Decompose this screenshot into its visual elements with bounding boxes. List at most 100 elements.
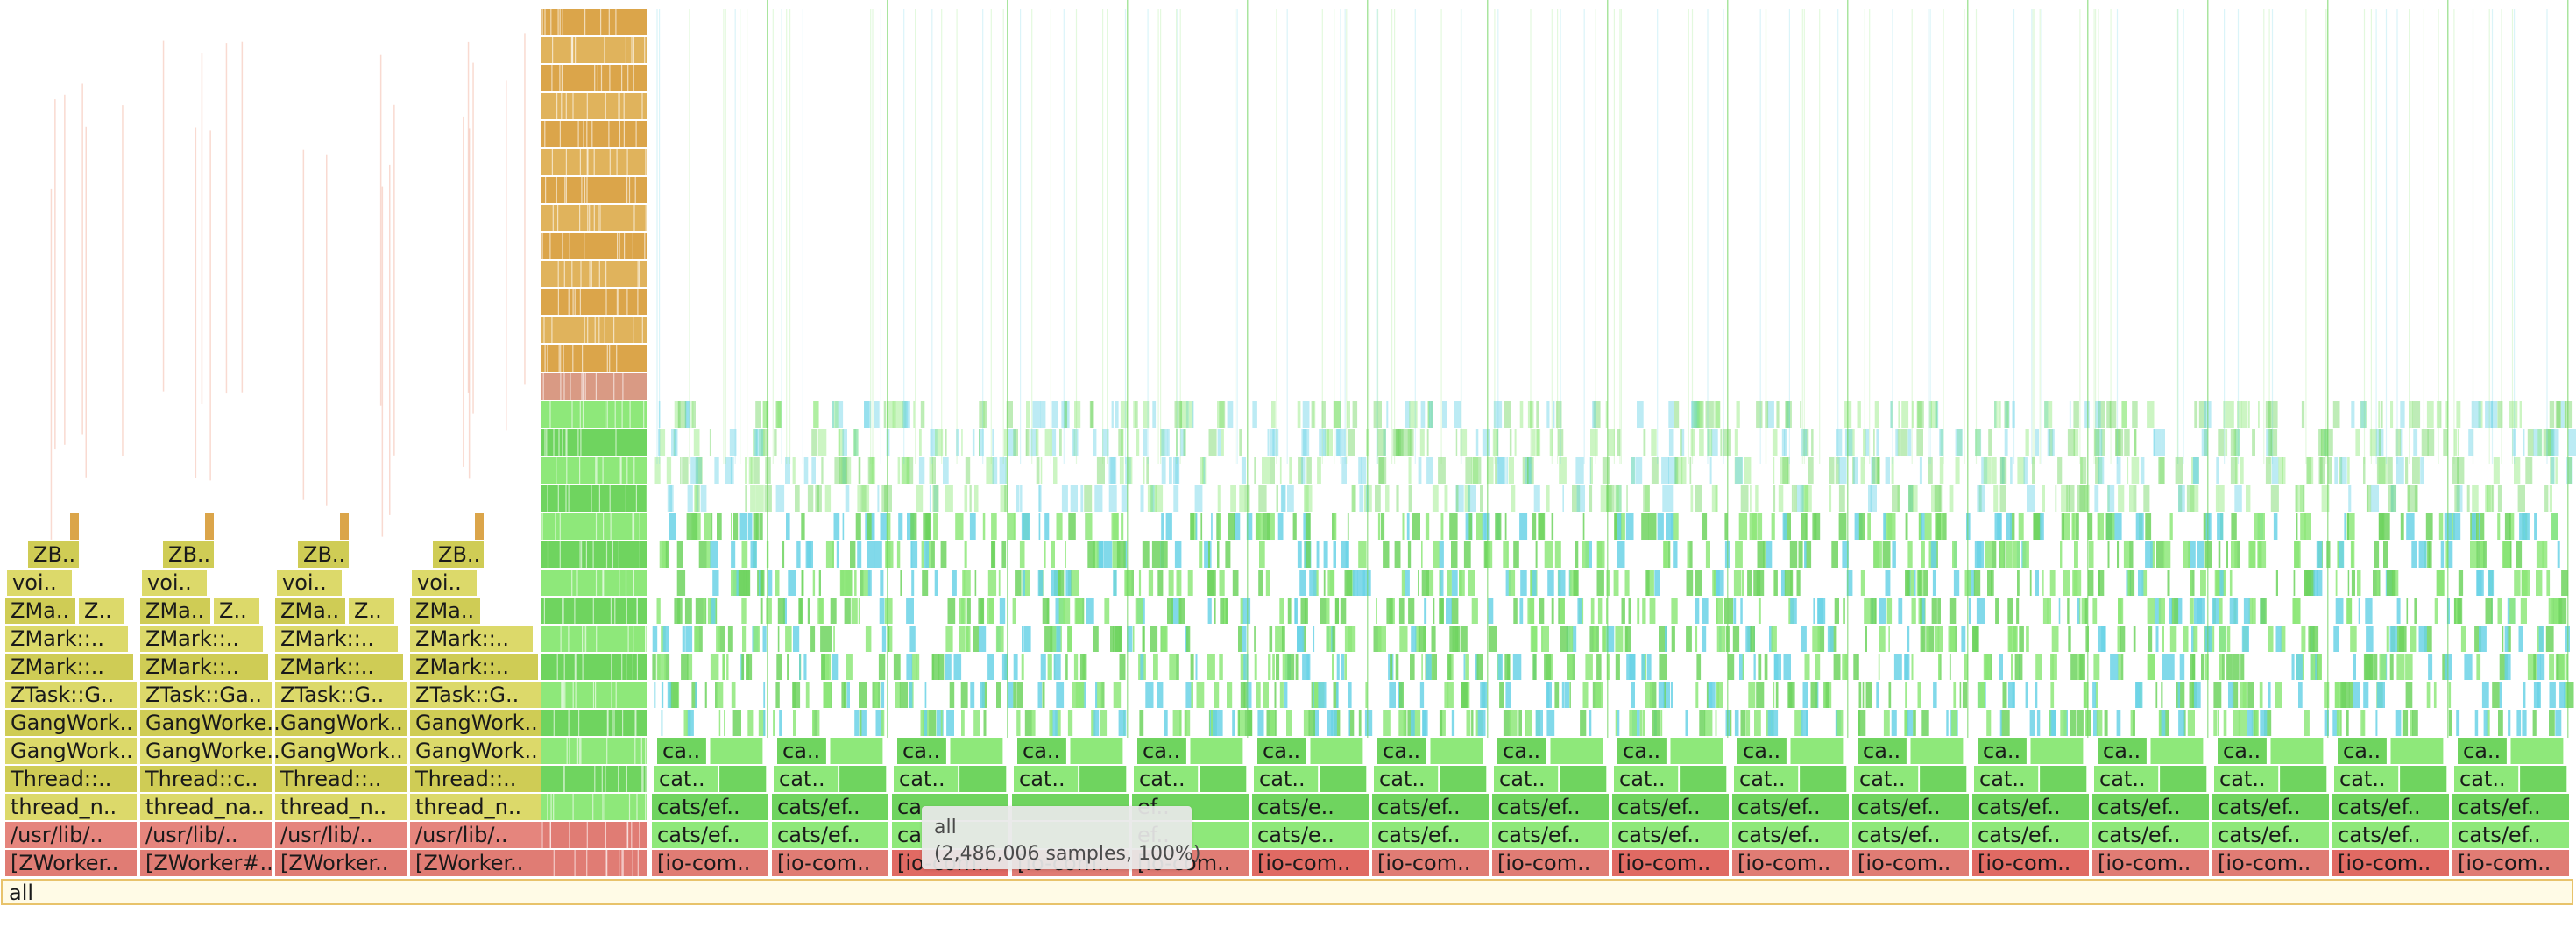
frame-io-slice-3-6-9[interactable] — [1049, 710, 1053, 736]
frame-io-slice-2-7-10[interactable] — [909, 682, 913, 708]
frame-io-slice-13-7-4[interactable] — [2242, 682, 2247, 708]
frame-io-slice-10-14-4[interactable] — [1935, 485, 1939, 512]
frame-zgc-tail-0-1[interactable] — [81, 83, 83, 435]
frame-io-slice-9-15-1[interactable] — [1808, 457, 1814, 484]
frame-io-slice-2-17-2[interactable] — [920, 401, 924, 428]
frame-io-slice-5-13-9[interactable] — [1255, 513, 1264, 540]
frame-io-slice-11-6-12[interactable] — [2050, 710, 2056, 736]
frame-io-slice-10-14-6[interactable] — [1892, 485, 1900, 512]
frame-io-slice-4-15-0[interactable] — [1169, 457, 1172, 484]
frame-io-slice-10-12-1[interactable] — [1928, 541, 1932, 568]
frame-io-slice-9-16-9[interactable] — [1844, 429, 1853, 456]
frame-io-slice-5-14-6[interactable] — [1352, 485, 1355, 512]
frame-io-slice-12-12-11[interactable] — [2183, 541, 2190, 568]
frame-io-slice-4-15-9[interactable] — [1146, 457, 1149, 484]
frame-io-slice-1-10-9[interactable] — [817, 598, 824, 624]
frame-io-slice-13-6-1[interactable] — [2324, 710, 2329, 736]
frame-io-slice-5-6-10[interactable] — [1358, 710, 1362, 736]
frame-io-slice-4-10-12[interactable] — [1242, 598, 1251, 624]
frame-dense-slice-17-6[interactable] — [579, 401, 581, 428]
frame-io-slice-9-15-3[interactable] — [1744, 457, 1752, 484]
frame-io-slice-1-14-11[interactable] — [775, 485, 785, 512]
frame-io-slice-8-8-1[interactable] — [1659, 654, 1667, 680]
frame-io-slice-4-15-8[interactable] — [1161, 457, 1166, 484]
frame-io-slice-1-15-11[interactable] — [871, 457, 874, 484]
frame-io-trace-8-4[interactable] — [1619, 9, 1621, 464]
frame-dense-slice-3-0[interactable] — [636, 794, 638, 820]
frame-io-slice-2-14-8[interactable] — [945, 485, 953, 512]
frame-io-slice-15-17-2[interactable] — [2478, 401, 2483, 428]
frame-io-slice-4-7-0[interactable] — [1214, 682, 1220, 708]
frame-io-slice-10-15-3[interactable] — [1871, 457, 1876, 484]
frame-io-slice-8-15-8[interactable] — [1635, 457, 1643, 484]
frame-io-slice-10-14-2[interactable] — [1897, 485, 1900, 512]
frame-io-slice-15-14-7[interactable] — [2454, 485, 2460, 512]
frame-dense-slice-6-5[interactable] — [578, 710, 580, 736]
frame-io-slice-14-11-12[interactable] — [2386, 570, 2396, 596]
frame-io-slice-3-13-6[interactable] — [1068, 513, 1076, 540]
frame-io-slice-2-11-4[interactable] — [962, 570, 966, 596]
frame-io-slice-3-14-7[interactable] — [1094, 485, 1103, 512]
frame-io-slice-0-15-5[interactable] — [748, 457, 753, 484]
frame-io-slice-1-11-14[interactable] — [818, 570, 821, 596]
frame-dense-slice-8-4[interactable] — [621, 654, 623, 680]
frame-io-trace-11-2[interactable] — [2034, 9, 2035, 464]
frame-io-slice-13-12-7[interactable] — [2294, 541, 2301, 568]
frame-io-slice-8-6-14[interactable] — [1617, 710, 1620, 736]
frame-io-slice-1-7-8[interactable] — [805, 682, 810, 708]
frame-io-slice-0-11-10[interactable] — [759, 570, 765, 596]
frame-io-slice-12-6-9[interactable] — [2159, 710, 2162, 736]
frame-io-slice-11-14-10[interactable] — [2055, 485, 2057, 512]
frame-io-slice-3-7-6[interactable] — [1037, 682, 1043, 708]
frame-io-slice-15-13-14[interactable] — [2478, 513, 2480, 540]
frame-io-slice-14-9-7[interactable] — [2424, 626, 2432, 652]
frame-io-slice-15-15-5[interactable] — [2452, 457, 2459, 484]
frame-dense-slice-15-0[interactable] — [579, 457, 581, 484]
frame-io-slice-5-15-5[interactable] — [1341, 457, 1347, 484]
frame-io-slice-9-12-3[interactable] — [1831, 541, 1838, 568]
frame-io-slice-14-8-9[interactable] — [2369, 654, 2374, 680]
frame-io-slice-1-15-7[interactable] — [839, 457, 847, 484]
frame-dense-10[interactable] — [541, 598, 647, 624]
frame-io-slice-14-15-8[interactable] — [2405, 457, 2409, 484]
frame-zmark-a-0[interactable] — [5, 654, 133, 680]
frame-io-slice-10-10-3[interactable] — [1886, 598, 1893, 624]
frame-io-slice-13-10-7[interactable] — [2293, 598, 2301, 624]
frame-io-slice-4-11-5[interactable] — [1168, 570, 1174, 596]
frame-io-slice-10-15-5[interactable] — [1872, 457, 1880, 484]
frame-dense-slice-30-8[interactable] — [552, 37, 554, 63]
frame-io-slice-10-14-0[interactable] — [1870, 485, 1877, 512]
frame-io-slice-9-14-6[interactable] — [1740, 485, 1749, 512]
frame-io-slice-3-11-0[interactable] — [1058, 570, 1065, 596]
frame-io-slice-5-14-8[interactable] — [1305, 485, 1313, 512]
frame-io-slice-4-8-6[interactable] — [1153, 654, 1158, 680]
frame-io-slice-6-14-0[interactable] — [1432, 485, 1439, 512]
frame-cats-effect-a-13[interactable] — [2212, 822, 2329, 848]
frame-dense-slice-29-5[interactable] — [600, 65, 603, 91]
frame-io-slice-10-6-1[interactable] — [1921, 710, 1929, 736]
frame-io-slice-8-15-6[interactable] — [1651, 457, 1659, 484]
frame-io-slice-2-6-7[interactable] — [936, 710, 944, 736]
frame-io-slice-12-12-7[interactable] — [2123, 541, 2131, 568]
frame-io-trace-6-3[interactable] — [1414, 9, 1416, 464]
frame-io-slice-7-6-3[interactable] — [1525, 710, 1526, 736]
frame-io-slice-1-8-9[interactable] — [832, 654, 839, 680]
frame-io-slice-4-16-7[interactable] — [1167, 429, 1170, 456]
frame-io-slice-7-7-9[interactable] — [1569, 682, 1571, 708]
frame-io-slice-14-8-5[interactable] — [2363, 654, 2371, 680]
frame-io-slice-12-6-2[interactable] — [2165, 710, 2169, 736]
frame-io-slice-13-6-8[interactable] — [2238, 710, 2247, 736]
frame-zmark-d-2[interactable] — [349, 598, 394, 624]
frame-io-trace-15-5[interactable] — [2501, 9, 2502, 464]
frame-io-slice-8-13-1[interactable] — [1641, 513, 1649, 540]
frame-io-slice-7-17-5[interactable] — [1504, 401, 1511, 428]
frame-io-slice-12-13-9[interactable] — [2098, 513, 2105, 540]
frame-io-slice-13-8-0[interactable] — [2219, 654, 2223, 680]
frame-io-slice-13-8-3[interactable] — [2315, 654, 2317, 680]
frame-void-2[interactable] — [277, 570, 342, 596]
frame-io-slice-12-16-3[interactable] — [2100, 429, 2105, 456]
frame-io-slice-5-16-6[interactable] — [1323, 429, 1327, 456]
frame-cats-d-14[interactable] — [2400, 766, 2447, 792]
frame-io-slice-6-14-8[interactable] — [1464, 485, 1470, 512]
frame-io-slice-5-8-10[interactable] — [1282, 654, 1288, 680]
